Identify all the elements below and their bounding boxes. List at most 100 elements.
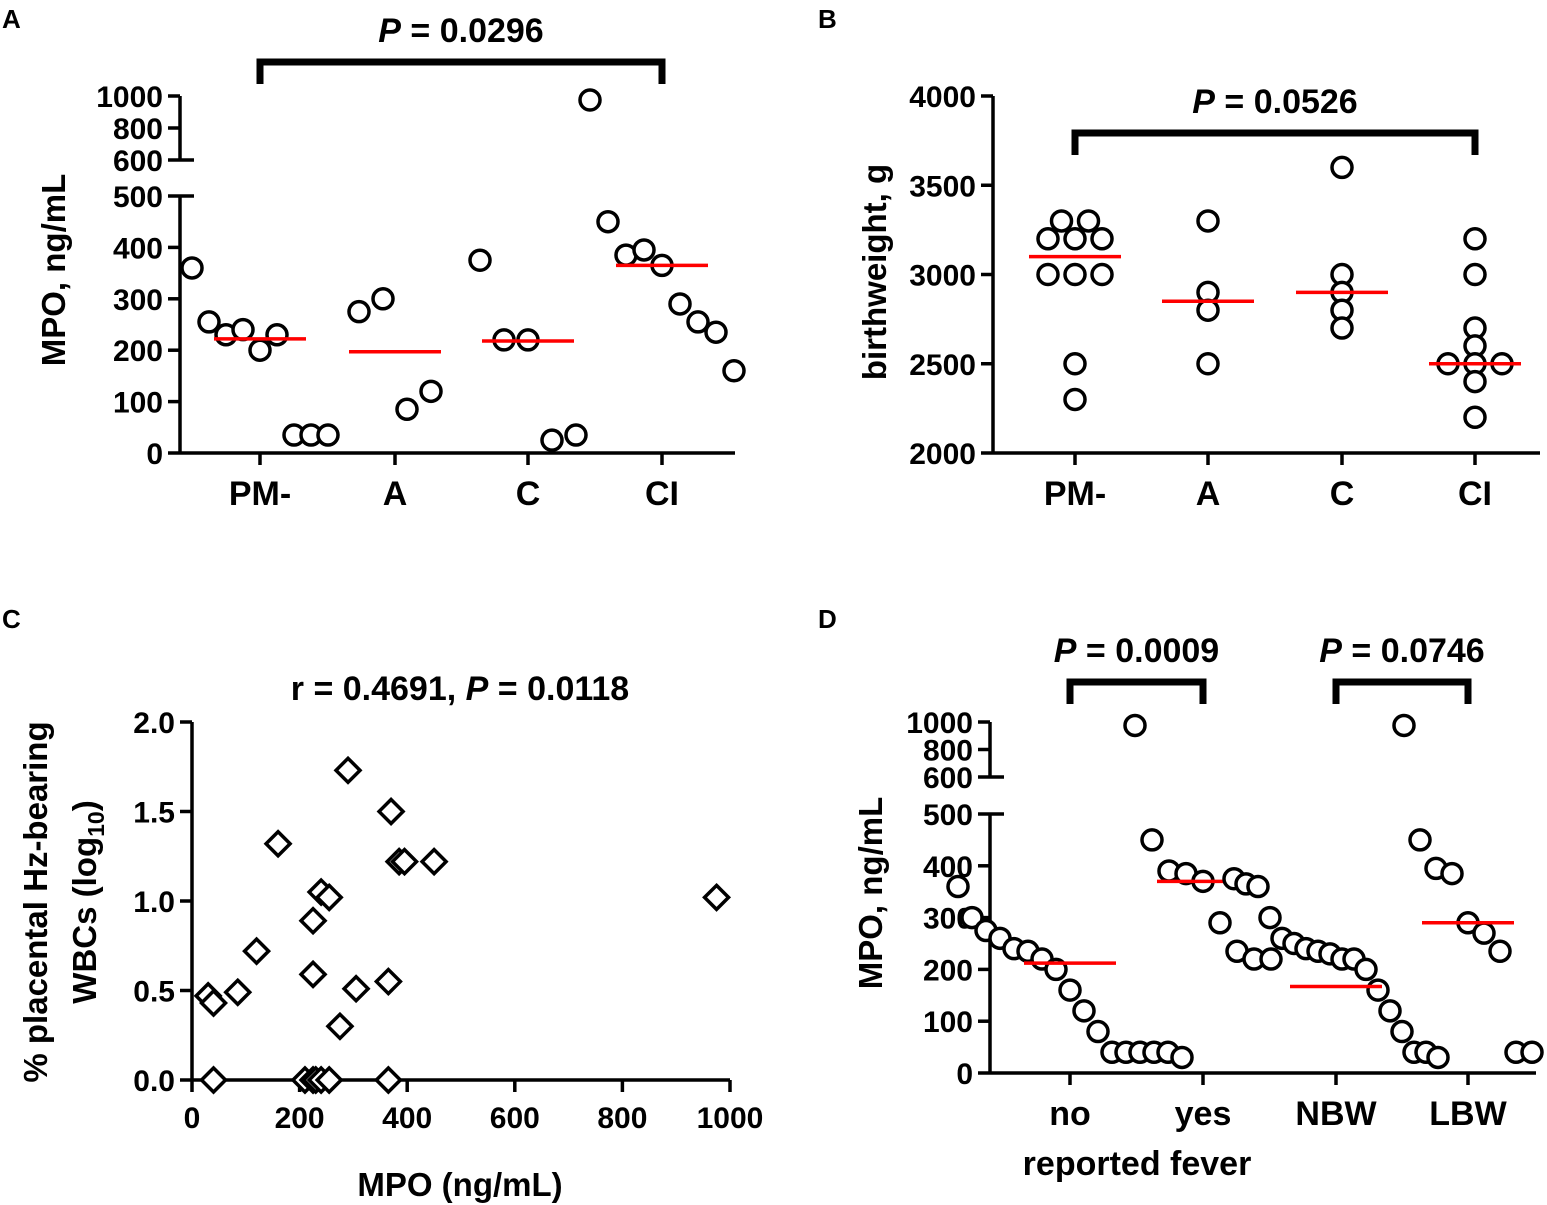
x-category-label: no [1049,1095,1091,1133]
p-value-label: P = 0.0746 [1319,632,1484,670]
panel-a: A MPO, ng/mL 01002003004005006008001000 … [2,4,746,513]
y-tick-label: 100 [923,1006,973,1039]
data-point [468,248,492,272]
data-point [1520,1040,1544,1065]
data-point-diamond [325,1011,355,1041]
data-point [1463,405,1487,430]
data-point [1140,828,1164,852]
data-point-diamond [199,1065,228,1095]
data-point-diamond [702,882,732,912]
data-point [1196,352,1220,376]
data-point [946,874,970,899]
data-point-diamond [390,847,419,877]
x-category-label: LBW [1429,1095,1507,1133]
data-point [347,299,371,324]
data-point [180,256,204,280]
data-point-diamond [314,882,344,912]
x-category-label: PM- [1044,475,1106,513]
data-point [316,423,340,447]
data-point-diamond [373,967,403,997]
y-tick-label: 3500 [909,170,976,203]
data-point-diamond [341,974,371,1004]
data-point [1063,227,1087,251]
data-point-diamond [199,988,228,1018]
data-point [1392,713,1416,738]
x-tick-label: 200 [275,1102,325,1135]
data-point [197,310,221,334]
y-tick-label: 0 [956,1058,973,1091]
x-category-label: C [516,475,541,513]
data-point [1354,957,1378,982]
data-point [1208,911,1232,935]
data-point [596,209,620,234]
data-point [1036,227,1060,251]
data-point [1246,874,1270,899]
data-point [371,287,395,311]
x-category-label: yes [1175,1095,1232,1133]
data-point-diamond [376,797,406,826]
data-point [1058,978,1082,1002]
data-point [395,397,419,422]
data-point [1049,209,1074,233]
data-point [1072,999,1096,1023]
panel-b-letter: B [818,4,837,34]
data-point [722,359,746,383]
y-tick-label: 800 [923,735,973,768]
data-point-diamond [242,936,272,966]
panel-b: B birthweight, g 2000 2500 3000 3500 4000 PM… [818,4,1540,513]
y-tick-label: 200 [923,954,973,987]
data-point-diamond [419,847,449,877]
p-value-label: P = 0.0526 [1192,83,1357,121]
panel-a-axes [178,96,735,455]
x-tick-label: 1000 [697,1102,764,1135]
x-category-label: PM- [229,475,291,513]
panel-d-axes [988,722,1536,1075]
data-point [1063,262,1087,287]
x-category-label: CI [1458,475,1492,513]
y-tick-label: 500 [113,181,163,214]
panel-a-y-axis-label: MPO, ng/mL [35,174,72,367]
x-category-label: A [1196,475,1221,513]
x-category-label: NBW [1295,1095,1377,1133]
y-tick-label: 800 [113,113,163,146]
y-tick-label: 1000 [906,707,973,740]
x-category-label: A [383,475,408,513]
data-point [564,423,588,447]
data-point [265,323,289,347]
data-point [1170,1045,1194,1070]
data-point [1366,978,1390,1002]
data-point [668,292,692,316]
panel-d-letter: D [818,604,837,634]
panel-c-axes [190,722,730,1082]
x-category-label: C [1330,475,1355,513]
panel-d: D MPO, ng/mL reported fever 010020030040… [818,604,1544,1183]
panel-a-letter: A [2,4,21,34]
panel-c-x-axis-label: MPO (ng/mL) [357,1166,562,1203]
y-tick-label: 500 [923,799,973,832]
data-point [1378,999,1402,1023]
panel-b-y-axis-label: birthweight, g [856,164,893,380]
panel-c: C % placental Hz-bearing WBCs (log10) r … [2,604,763,1203]
data-point [1463,369,1487,394]
data-point [540,428,564,452]
x-tick-label: 800 [597,1102,647,1135]
y-tick-label: 100 [113,387,163,420]
data-point [1123,713,1147,738]
y-tick-label: 2000 [909,438,976,471]
data-point [1330,316,1354,340]
y-tick-label: 200 [113,335,163,368]
data-point [1330,155,1354,180]
x-tick-label: 0 [184,1102,201,1135]
significance-bracket [256,58,666,84]
data-point [686,310,710,334]
x-category-label: CI [645,475,679,513]
p-value-label: P = 0.0009 [1054,632,1219,670]
y-tick-label: 600 [923,762,973,795]
y-tick-label: 3000 [909,260,976,293]
data-point [248,338,272,362]
significance-bracket [1071,129,1479,155]
y-tick-label: 2500 [909,349,976,382]
data-point [704,320,728,344]
y-tick-label: 1.5 [133,797,175,830]
